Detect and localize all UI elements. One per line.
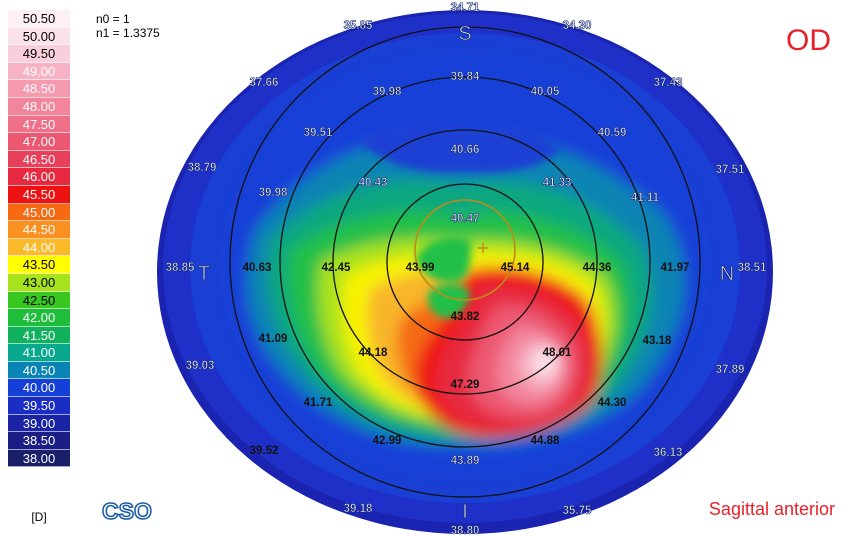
pupil-center-marker [478,243,488,253]
scale-step: 39.00 [8,414,70,433]
curvature-value: 39.03 [186,360,215,372]
curvature-value: 40.43 [359,177,388,189]
curvature-value: 38.80 [451,525,480,536]
scale-step: 50.50 [8,10,70,28]
scale-step: 49.50 [8,45,70,63]
scale-step: 49.00 [8,62,70,81]
curvature-value: 44.30 [598,397,627,409]
refractive-index-params: n0 = 1 n1 = 1.3375 [96,12,160,40]
scale-step: 47.00 [8,133,70,151]
scale-step: 45.50 [8,185,70,204]
curvature-value: 40.05 [531,86,560,98]
scale-step: 42.00 [8,309,70,327]
scale-step: 48.50 [8,80,70,98]
curvature-value: 37.66 [250,77,279,89]
curvature-values: 34.71 35.85 34.30 37.66 37.43 39.98 39.84 40.05… [165,2,767,536]
scale-step: 38.00 [8,449,70,468]
svg-text:CSO: CSO [102,498,152,524]
curvature-value: 44.88 [531,435,560,447]
nasal-label: N [720,263,734,285]
curvature-value: 43.82 [451,311,480,323]
orientation-labels: S I T N [197,23,734,524]
curvature-value: 40.66 [451,144,480,156]
curvature-value: 41.11 [631,192,660,204]
curvature-value: 42.45 [322,262,351,274]
scale-step: 46.00 [8,168,70,186]
color-scale-legend: 50.50 50.00 49.50 49.00 48.50 48.00 47.50 47.00… [8,10,70,468]
cso-logo: CSO [101,497,152,525]
curvature-value: 38.51 [738,262,767,274]
curvature-value: 41.71 [304,397,333,409]
curvature-value: 44.18 [359,347,388,359]
curvature-value: 43.89 [451,455,480,467]
pupil-ring [414,199,516,301]
scale-step: 44.50 [8,221,70,239]
curvature-value: 39.98 [259,187,288,199]
curvature-value: 40.63 [243,262,272,274]
zone-rings [229,26,701,498]
curvature-value: 41.09 [259,333,288,345]
curvature-value: 39.98 [373,86,402,98]
curvature-value: 41.97 [661,262,690,274]
scale-step: 40.00 [8,379,70,398]
eye-label: OD [786,24,831,57]
scale-step: 39.50 [8,397,70,415]
scale-step: 43.00 [8,273,70,292]
curvature-value: 43.18 [643,335,672,347]
scale-step: 42.50 [8,291,70,310]
scale-step: 38.50 [8,432,70,450]
scale-unit-label: [D] [31,510,47,524]
curvature-value: 43.99 [406,262,435,274]
curvature-value: 39.51 [304,127,333,139]
scale-step: 45.00 [8,203,70,222]
curvature-value: 38.85 [166,262,195,274]
curvature-value: 35.85 [344,20,373,32]
curvature-value: 39.18 [344,503,373,515]
scale-step: 40.50 [8,361,70,380]
curvature-value: 47.29 [451,379,480,391]
curvature-value: 42.99 [373,435,402,447]
temporal-label: T [198,263,210,285]
curvature-value: 37.89 [716,364,745,376]
scale-step: 41.00 [8,344,70,362]
curvature-value: 48.01 [543,347,572,359]
scale-step: 48.00 [8,97,70,116]
scale-step: 41.50 [8,326,70,345]
curvature-value: 40.59 [598,127,627,139]
map-type-label: Sagittal anterior [708,499,835,519]
curvature-value: 35.75 [563,505,592,517]
scale-step: 43.50 [8,256,70,274]
superior-label: S [458,23,471,45]
scale-step: 46.50 [8,150,70,169]
inferior-label: I [462,501,468,523]
curvature-value: 34.30 [563,20,592,32]
curvature-value: 39.84 [451,71,480,83]
curvature-value: 37.51 [716,164,745,176]
n1-param: n1 = 1.3375 [96,26,160,40]
curvature-value: 37.43 [654,77,683,89]
curvature-value: 38.79 [188,162,217,174]
curvature-value: 44.36 [583,262,612,274]
curvature-value: 34.71 [451,2,480,14]
scale-step: 44.00 [8,238,70,257]
scale-step: 50.00 [8,27,70,46]
scale-step: 47.50 [8,115,70,134]
n0-param: n0 = 1 [96,12,130,26]
curvature-value: 45.14 [501,262,530,274]
curvature-value: 41.33 [543,177,572,189]
curvature-value: 36.13 [654,447,683,459]
curvature-value: 40.47 [451,213,480,225]
curvature-value: 39.52 [250,445,279,457]
